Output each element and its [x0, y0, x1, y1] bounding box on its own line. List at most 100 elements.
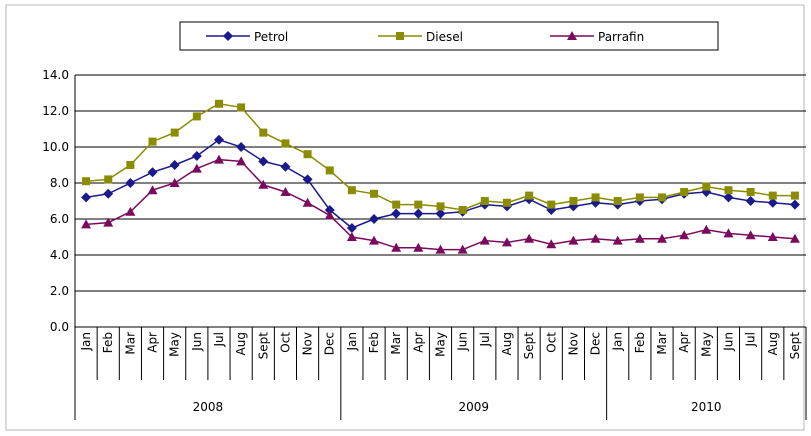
group-label: 2008 — [193, 400, 224, 414]
marker — [435, 244, 446, 254]
marker — [324, 205, 335, 215]
marker — [657, 233, 668, 243]
legend-label: Parrafin — [598, 30, 644, 44]
marker — [81, 219, 92, 229]
marker — [281, 139, 290, 148]
x-tick-label: Feb — [101, 332, 115, 353]
marker — [413, 242, 424, 252]
marker — [457, 244, 468, 254]
x-tick-label: Jan — [79, 332, 93, 352]
y-tick-label: 0.0 — [50, 320, 69, 334]
y-tick-label: 14.0 — [42, 68, 69, 82]
y-tick-label: 4.0 — [50, 248, 69, 262]
x-tick-label: Dec — [589, 332, 603, 355]
x-tick-label: Nov — [301, 332, 315, 355]
marker — [213, 134, 224, 145]
marker — [103, 217, 114, 227]
x-tick-label: Jun — [456, 332, 470, 352]
marker — [125, 178, 136, 188]
marker — [302, 197, 313, 207]
marker — [104, 175, 113, 184]
marker — [370, 189, 379, 198]
marker — [679, 230, 690, 240]
group-label: 2010 — [691, 400, 722, 414]
x-tick-label: Sept — [522, 332, 536, 360]
marker — [525, 191, 534, 200]
marker — [325, 166, 334, 175]
x-tick-label: Feb — [633, 332, 647, 353]
marker — [746, 188, 755, 196]
marker — [147, 167, 158, 178]
marker — [391, 242, 402, 252]
marker — [612, 235, 623, 245]
legend-label: Diesel — [426, 30, 463, 44]
legend-marker — [567, 31, 577, 40]
marker — [480, 197, 489, 205]
y-tick-label: 6.0 — [50, 212, 69, 226]
y-tick-label: 8.0 — [50, 176, 69, 190]
marker — [546, 239, 557, 249]
marker — [103, 188, 114, 199]
x-tick-label: Jan — [611, 332, 625, 352]
x-tick-label: Apr — [146, 332, 160, 353]
marker — [346, 223, 357, 233]
marker — [346, 232, 357, 241]
x-tick-label: Apr — [677, 332, 691, 353]
marker — [590, 233, 601, 243]
marker — [591, 193, 600, 202]
legend-marker — [396, 32, 404, 40]
marker — [413, 208, 424, 219]
marker — [369, 214, 380, 224]
x-tick-label: Nov — [566, 332, 580, 355]
x-tick-label: May — [434, 332, 448, 357]
marker — [82, 177, 91, 186]
y-tick-label: 2.0 — [50, 284, 69, 298]
marker — [392, 200, 401, 209]
x-tick-label: Aug — [234, 332, 248, 355]
x-tick-label: Jun — [190, 332, 204, 352]
marker — [391, 208, 402, 219]
marker — [170, 128, 179, 137]
x-tick-label: Jul — [744, 332, 758, 347]
legend-label: Petrol — [254, 30, 288, 44]
marker — [789, 199, 800, 210]
x-tick-label: Sept — [788, 332, 802, 360]
chart-border — [5, 4, 805, 431]
marker — [569, 197, 578, 205]
marker — [126, 161, 135, 169]
marker — [280, 161, 291, 172]
x-tick-label: Apr — [411, 332, 425, 353]
marker — [635, 193, 644, 202]
y-tick-label: 12.0 — [42, 104, 69, 118]
marker — [458, 206, 467, 214]
marker — [347, 186, 356, 195]
marker — [259, 128, 268, 137]
x-tick-label: Feb — [367, 332, 381, 353]
marker — [724, 186, 733, 195]
marker — [258, 156, 269, 167]
x-tick-label: Jun — [721, 332, 735, 352]
marker — [192, 112, 201, 121]
x-tick-label: May — [699, 332, 713, 357]
x-tick-label: Oct — [278, 332, 292, 353]
group-label: 2009 — [458, 400, 489, 414]
marker — [568, 235, 579, 245]
x-tick-label: Jul — [212, 332, 226, 347]
x-tick-label: Oct — [544, 332, 558, 353]
marker — [479, 235, 490, 245]
marker — [767, 232, 778, 241]
marker — [547, 200, 556, 209]
marker — [501, 237, 512, 247]
x-tick-label: May — [168, 332, 182, 357]
marker — [436, 202, 445, 211]
marker — [658, 193, 667, 202]
x-tick-label: Mar — [389, 332, 403, 355]
marker — [169, 160, 180, 170]
x-tick-label: Mar — [655, 332, 669, 355]
marker — [723, 228, 734, 238]
y-tick-label: 10.0 — [42, 140, 69, 154]
marker — [191, 151, 202, 161]
marker — [147, 185, 158, 195]
marker — [745, 230, 756, 240]
marker — [214, 99, 223, 108]
